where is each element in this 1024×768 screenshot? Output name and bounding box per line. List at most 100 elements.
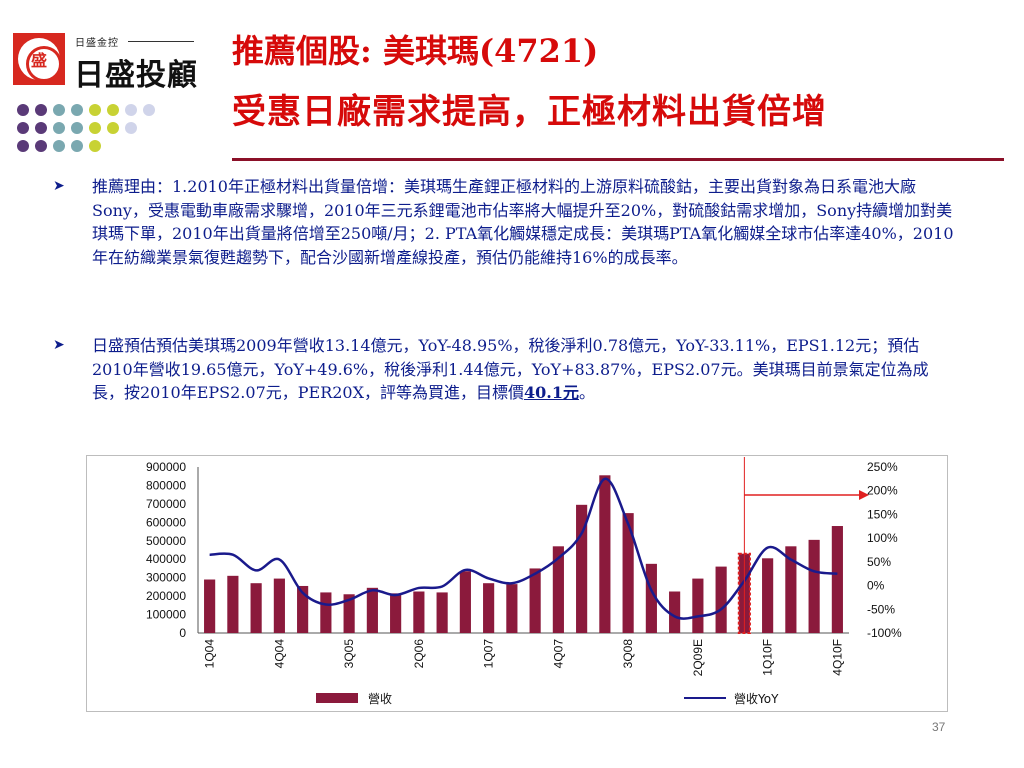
decorative-dot: [125, 122, 137, 134]
bar-revenue: [808, 539, 820, 633]
bar-revenue: [366, 587, 378, 633]
chart-frame: [86, 455, 948, 712]
y-left-tick-label: 400000: [146, 552, 186, 566]
bar-revenue: [506, 584, 518, 633]
y-right-tick-label: 200%: [867, 484, 898, 498]
bar-revenue: [343, 594, 355, 633]
decorative-dot: [17, 104, 29, 116]
bar-revenue: [436, 592, 448, 633]
y-right-tick-label: 150%: [867, 507, 898, 521]
decorative-dot: [89, 104, 101, 116]
logo-name: 日盛投顧: [74, 58, 198, 93]
bullet-forecast-body: 日盛預估預估美琪瑪2009年營收13.14億元，YoY-48.95%，稅後淨利0…: [92, 336, 929, 402]
y-left-tick-label: 300000: [146, 571, 186, 585]
decorative-dot: [89, 140, 101, 152]
decorative-dot: [71, 104, 83, 116]
x-tick-label: 4Q07: [551, 639, 565, 669]
x-tick-label: 1Q10F: [761, 639, 775, 676]
decorative-dot: [89, 122, 101, 134]
bar-revenue: [669, 591, 681, 633]
y-left-tick-label: 0: [179, 626, 186, 640]
decorative-dot: [35, 104, 47, 116]
page-title: 推薦個股: 美琪瑪(4721): [232, 32, 599, 70]
bar-revenue: [692, 578, 704, 633]
decorative-dot: [17, 140, 29, 152]
bar-revenue: [483, 583, 495, 633]
bar-revenue: [622, 513, 634, 633]
page-number: 37: [932, 720, 946, 734]
y-left-tick-label: 700000: [146, 497, 186, 511]
decorative-dot: [107, 122, 119, 134]
decorative-dot: [71, 140, 83, 152]
bullet-arrow-icon: ➤: [53, 337, 65, 353]
x-tick-label: 1Q07: [482, 639, 496, 669]
y-left-tick-label: 600000: [146, 515, 186, 529]
bar-revenue: [250, 583, 262, 633]
line-revenue-yoy: [209, 477, 838, 620]
bullet-forecast-tail: 。: [578, 383, 595, 402]
y-left-tick-label: 100000: [146, 608, 186, 622]
bar-revenue: [459, 571, 471, 633]
bar-revenue: [785, 546, 797, 633]
decorative-dot: [107, 104, 119, 116]
bullet-forecast-text: 日盛預估預估美琪瑪2009年營收13.14億元，YoY-48.95%，稅後淨利0…: [92, 334, 954, 405]
logo-subtitle-line: [128, 41, 194, 42]
y-left-tick-label: 900000: [146, 460, 186, 474]
revenue-yoy-chart: 900000 800000 700000 600000 500000 400000 3000…: [146, 457, 902, 706]
x-tick-label: 1Q04: [203, 639, 217, 669]
legend-revenue-label: 營收: [368, 692, 392, 706]
bar-revenue: [599, 475, 611, 633]
y-right-tick-label: 0%: [867, 579, 885, 593]
x-tick-label: 3Q08: [621, 639, 635, 669]
y-right-tick-label: 50%: [867, 555, 891, 569]
decorative-dot: [125, 104, 137, 116]
y-left-tick-label: 800000: [146, 478, 186, 492]
logo-subtitle: 日盛金控: [75, 38, 119, 49]
decorative-dot: [71, 122, 83, 134]
logo-emblem-ring: [26, 46, 62, 82]
y-right-tick-label: 100%: [867, 531, 898, 545]
decorative-dot: [35, 140, 47, 152]
bar-revenue: [204, 579, 216, 633]
decorative-dot: [53, 104, 65, 116]
title-divider: [232, 158, 1004, 161]
bar-revenue: [715, 566, 727, 633]
decorative-dot: [35, 122, 47, 134]
bar-revenue: [390, 593, 402, 633]
page-subtitle: 受惠日廠需求提高，正極材料出貨倍增: [232, 92, 827, 132]
bar-revenue: [762, 558, 774, 633]
forecast-arrow-icon: [859, 490, 869, 500]
bar-revenue: [552, 546, 564, 633]
bar-revenue: [529, 568, 541, 633]
decorative-dot: [17, 122, 29, 134]
logo-emblem: 盛: [13, 33, 65, 85]
x-tick-label: 4Q10F: [830, 639, 844, 676]
decorative-dot: [53, 140, 65, 152]
bullet-arrow-icon: ➤: [53, 178, 65, 194]
y-left-tick-label: 200000: [146, 589, 186, 603]
y-left-tick-label: 500000: [146, 534, 186, 548]
logo-emblem-char: 盛: [30, 51, 47, 70]
logo-emblem-circle: 盛: [18, 38, 62, 82]
x-tick-label: 2Q09E: [691, 639, 705, 676]
legend-bar-swatch: [316, 693, 358, 703]
x-tick-label: 2Q06: [412, 639, 426, 669]
y-right-tick-label: -50%: [867, 602, 895, 616]
bar-revenue: [831, 526, 843, 633]
bar-revenue: [413, 591, 425, 633]
target-price: 40.1元: [524, 383, 579, 402]
bar-revenue: [297, 585, 309, 633]
bar-revenue: [227, 575, 239, 633]
bar-revenue: [320, 592, 332, 633]
bullet-reason-text: 推薦理由：1.2010年正極材料出貨量倍增：美琪瑪生產鋰正極材料的上游原料硫酸鈷…: [92, 177, 954, 267]
decorative-dot: [143, 104, 155, 116]
bar-revenue: [645, 563, 657, 633]
bar-revenue: [273, 578, 285, 633]
y-right-tick-label: 250%: [867, 460, 898, 474]
x-tick-label: 4Q04: [272, 639, 286, 669]
y-right-tick-label: -100%: [867, 626, 902, 640]
x-tick-label: 3Q05: [342, 639, 356, 669]
legend-yoy-label: 營收YoY: [734, 692, 779, 706]
bar-revenue: [576, 504, 588, 633]
decorative-dot: [53, 122, 65, 134]
